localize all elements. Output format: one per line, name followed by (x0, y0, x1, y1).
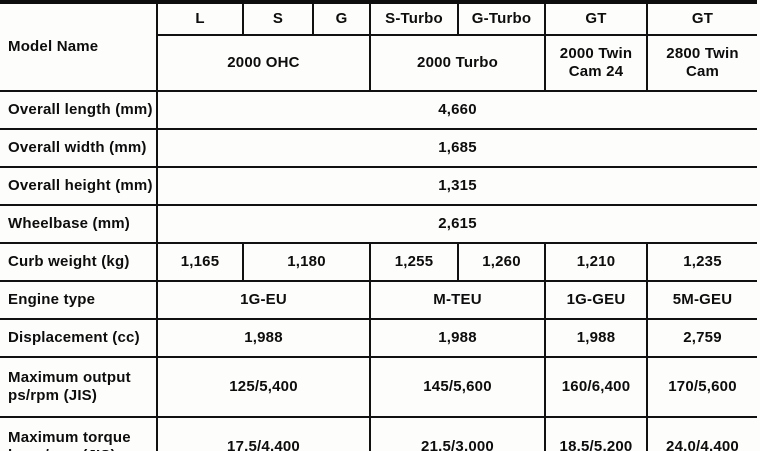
spec-value: 1G-GEU (544, 280, 648, 320)
trim-header-g-turbo: G-Turbo (457, 1, 546, 36)
spec-label: Wheelbase (mm) (0, 204, 158, 244)
spec-value: 160/6,400 (544, 356, 648, 418)
spec-value: M-TEU (369, 280, 546, 320)
spec-row-overall-height: Overall height (mm) 1,315 (0, 166, 757, 206)
spec-value: 18.5/5,200 (544, 416, 648, 451)
spec-label: Displacement (cc) (0, 318, 158, 358)
spec-row-engine-type: Engine type 1G-EU M-TEU 1G-GEU 5M-GEU (0, 280, 757, 320)
spec-row-displacement: Displacement (cc) 1,988 1,988 1,988 2,75… (0, 318, 757, 358)
trim-header-gt-1: GT (544, 1, 648, 36)
spec-row-wheelbase: Wheelbase (mm) 2,615 (0, 204, 757, 244)
spec-value: 21.5/3,000 (369, 416, 546, 451)
spec-row-maximum-torque: Maximum torque kg-m/rpm (JIS) 17.5/4,400… (0, 416, 757, 451)
trim-header-row: Model Name L S G S-Turbo G-Turbo GT GT (0, 1, 757, 92)
trim-header-g: G (312, 1, 371, 36)
spec-value: 1,165 (156, 242, 244, 282)
spec-value: 1,685 (156, 128, 757, 168)
spec-value: 1,210 (544, 242, 648, 282)
spec-value: 4,660 (156, 90, 757, 130)
spec-value: 2,615 (156, 204, 757, 244)
spec-label: Overall width (mm) (0, 128, 158, 168)
spec-label: Maximum output ps/rpm (JIS) (0, 356, 158, 418)
spec-label: Overall height (mm) (0, 166, 158, 206)
spec-label: Overall length (mm) (0, 90, 158, 130)
spec-row-curb-weight: Curb weight (kg) 1,165 1,180 1,255 1,260… (0, 242, 757, 282)
trim-header-gt-2: GT (646, 1, 757, 36)
trim-header-l: L (156, 1, 244, 36)
spec-value: 1,180 (242, 242, 371, 282)
trim-header-s-turbo: S-Turbo (369, 1, 459, 36)
spec-value: 17.5/4,400 (156, 416, 371, 451)
spec-value: 1,260 (457, 242, 546, 282)
spec-value: 1,255 (369, 242, 459, 282)
engine-header-2000-turbo: 2000 Turbo (369, 34, 546, 92)
spec-value: 24.0/4,400 (646, 416, 757, 451)
spec-value: 1,235 (646, 242, 757, 282)
spec-value: 1G-EU (156, 280, 371, 320)
spec-value: 1,988 (544, 318, 648, 358)
spec-label: Curb weight (kg) (0, 242, 158, 282)
spec-value: 2,759 (646, 318, 757, 358)
engine-header-2000-ohc: 2000 OHC (157, 34, 371, 92)
spec-row-maximum-output: Maximum output ps/rpm (JIS) 125/5,400 14… (0, 356, 757, 418)
engine-header-2000-twin-cam-24: 2000 Twin Cam 24 (544, 34, 648, 92)
model-name-header: Model Name (0, 1, 158, 92)
spec-value: 1,988 (156, 318, 371, 358)
spec-value: 1,988 (369, 318, 546, 358)
spec-row-overall-length: Overall length (mm) 4,660 (0, 90, 757, 130)
spec-value: 125/5,400 (156, 356, 371, 418)
spec-label: Engine type (0, 280, 158, 320)
spec-value: 170/5,600 (646, 356, 757, 418)
spec-value: 1,315 (156, 166, 757, 206)
trim-header-s: S (242, 1, 314, 36)
engine-header-2800-twin-cam: 2800 Twin Cam (646, 34, 757, 92)
spec-label: Maximum torque kg-m/rpm (JIS) (0, 416, 158, 451)
spec-row-overall-width: Overall width (mm) 1,685 (0, 128, 757, 168)
spec-value: 145/5,600 (369, 356, 546, 418)
engine-header-row: 2000 OHC 2000 Turbo 2000 Twin Cam 24 280… (0, 34, 757, 92)
spec-value: 5M-GEU (646, 280, 757, 320)
